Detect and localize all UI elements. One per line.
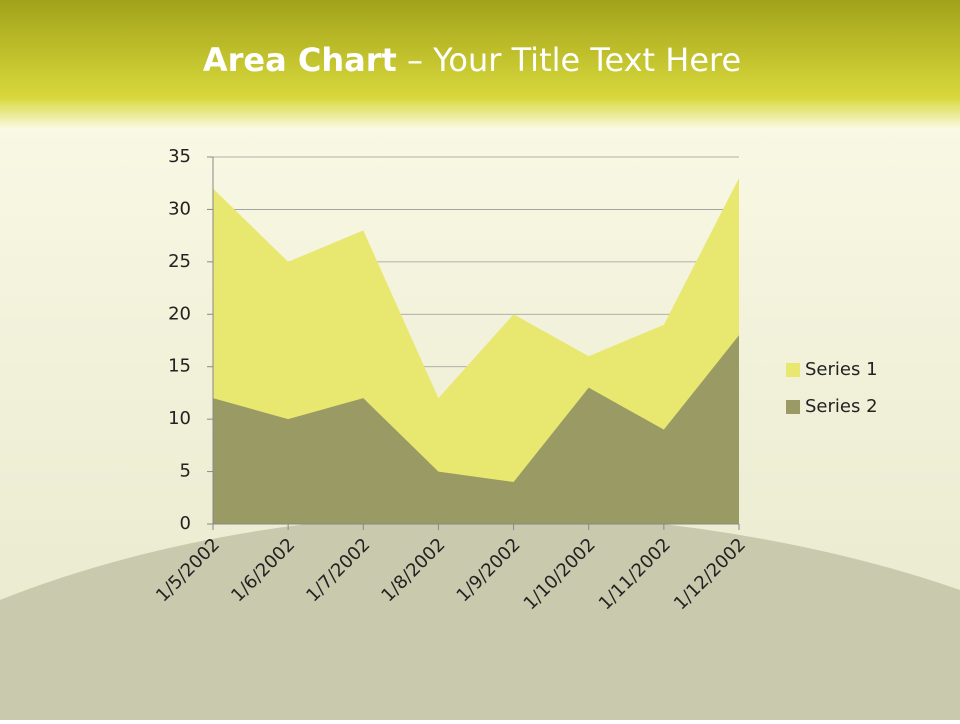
y-tick-label: 20 — [168, 303, 191, 324]
y-tick-label: 35 — [168, 146, 191, 167]
y-tick-label: 30 — [168, 198, 191, 219]
title-bold: Area Chart — [203, 41, 397, 79]
y-tick-label: 25 — [168, 251, 191, 272]
area — [213, 335, 739, 524]
background-figure — [0, 510, 960, 720]
legend-label: Series 1 — [805, 359, 878, 380]
y-tick-label: 10 — [168, 408, 191, 429]
y-tick-label: 0 — [180, 513, 191, 534]
y-tick-label: 5 — [180, 461, 191, 482]
legend-swatch — [786, 400, 800, 414]
legend-label: Series 2 — [805, 396, 878, 417]
title-rest: – Your Title Text Here — [397, 41, 741, 79]
legend-swatch — [786, 363, 800, 377]
slide-title: Area Chart – Your Title Text Here — [203, 41, 741, 79]
header-band — [0, 0, 960, 130]
y-tick-label: 15 — [168, 356, 191, 377]
